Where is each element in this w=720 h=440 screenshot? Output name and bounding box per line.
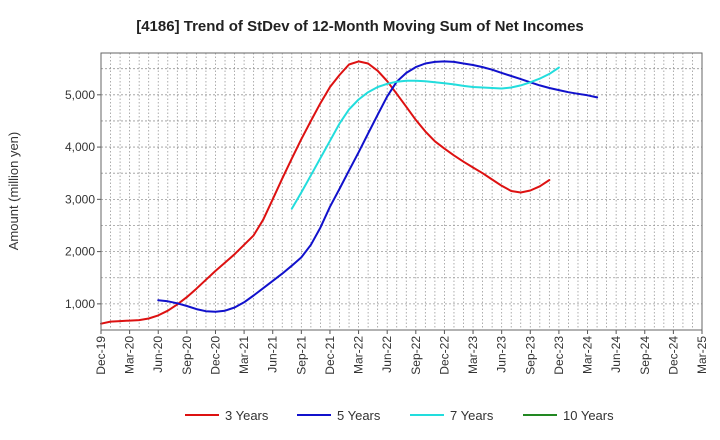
plot-area: 1,000 2,000 3,000 4,000 5,000 Dec-19 Mar-20 Jun…	[65, 52, 709, 375]
y-tick-label: 1,000	[65, 297, 95, 311]
x-tick-label: Dec-19	[94, 336, 108, 375]
x-tick-label: Jun-24	[609, 336, 623, 373]
series-line	[290, 66, 560, 210]
legend-label: 5 Years	[337, 408, 381, 423]
x-tick-label: Dec-23	[552, 336, 566, 375]
y-axis-label: Amount (million yen)	[6, 132, 21, 251]
x-tick-label: Mar-20	[123, 336, 137, 374]
series-line	[157, 60, 599, 313]
legend-label: 3 Years	[225, 408, 269, 423]
y-tick-label: 3,000	[65, 192, 95, 206]
x-tick-label: Sep-22	[409, 336, 423, 375]
y-tick-label: 5,000	[65, 88, 95, 102]
x-tick-label: Dec-22	[437, 336, 451, 375]
x-tick-label: Dec-20	[208, 336, 222, 375]
x-tick-label: Mar-22	[352, 336, 366, 374]
plot-border	[100, 52, 703, 331]
legend: 3 Years 5 Years 7 Years 10 Years	[185, 408, 614, 423]
x-tick-label: Dec-21	[323, 336, 337, 375]
x-tick-label: Mar-23	[466, 336, 480, 374]
legend-label: 7 Years	[450, 408, 494, 423]
x-tick-label: Mar-21	[237, 336, 251, 374]
legend-label: 10 Years	[563, 408, 614, 423]
x-tick-label: Sep-23	[523, 336, 537, 375]
x-tick-label: Dec-24	[666, 336, 680, 375]
x-tick-label: Sep-21	[294, 336, 308, 375]
x-tick-label: Mar-25	[695, 336, 709, 374]
x-tick-label: Mar-24	[581, 336, 595, 374]
x-tick-label: Jun-22	[380, 336, 394, 373]
x-tick-label: Jun-23	[495, 336, 509, 373]
y-tick-label: 4,000	[65, 140, 95, 154]
series-line	[100, 60, 551, 325]
x-tick-label: Sep-24	[638, 336, 652, 375]
x-tick-label: Sep-20	[180, 336, 194, 375]
x-tick-label: Jun-20	[151, 336, 165, 373]
chart-title: [4186] Trend of StDev of 12-Month Moving…	[136, 18, 584, 35]
y-tick-label: 2,000	[65, 245, 95, 259]
x-tick-label: Jun-21	[266, 336, 280, 373]
